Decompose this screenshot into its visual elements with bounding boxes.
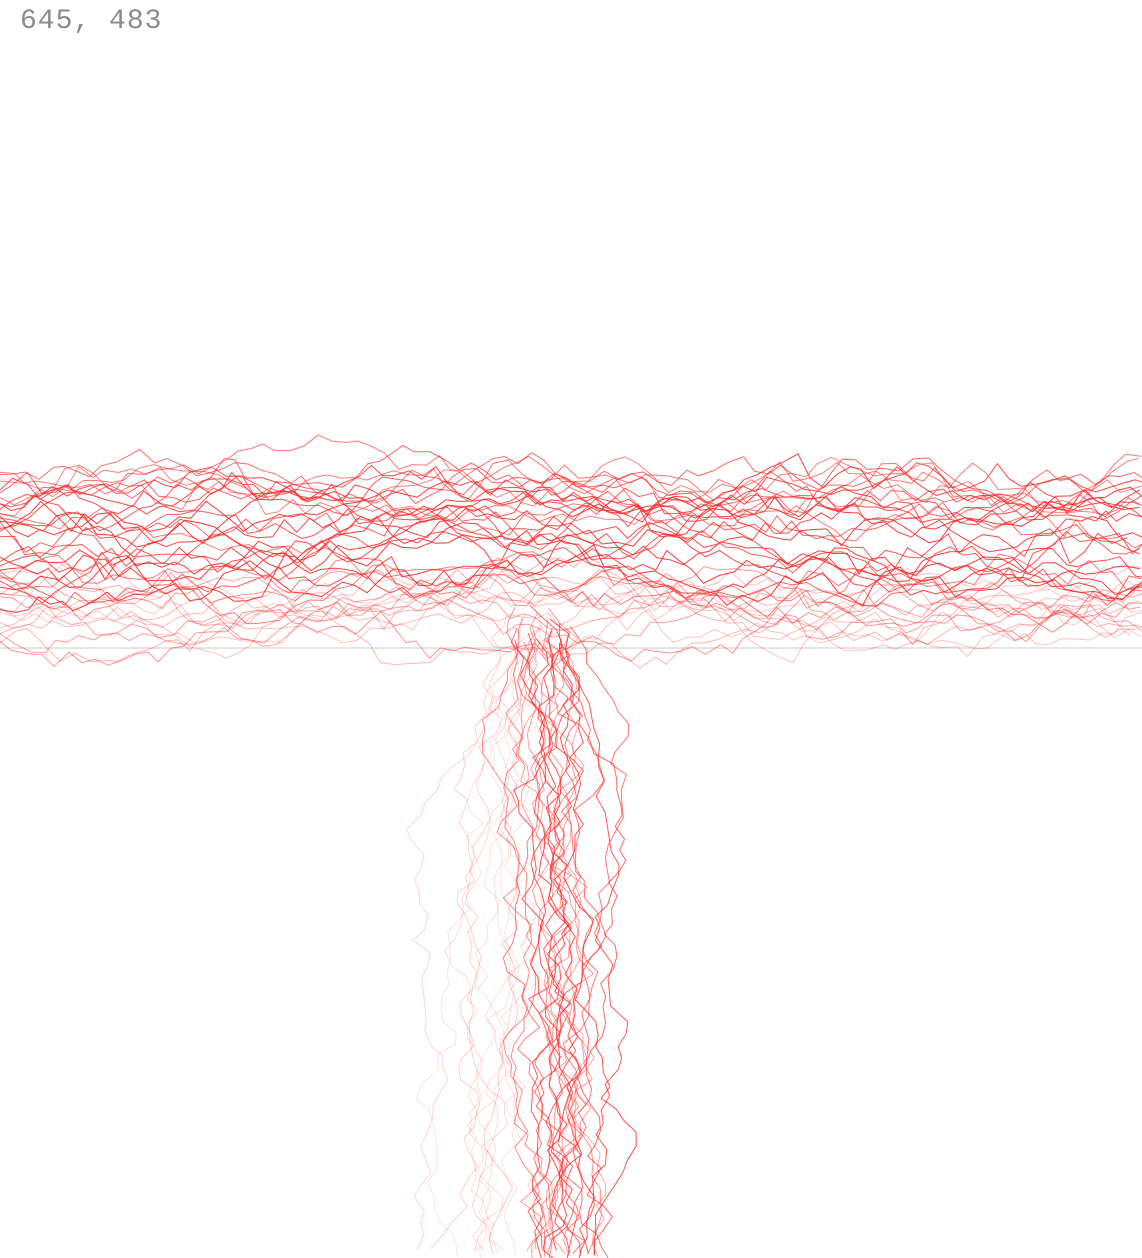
stem-trace	[534, 619, 593, 1249]
band-trace	[0, 576, 1136, 663]
band-trace	[0, 522, 1128, 588]
stem-trace	[514, 639, 583, 1258]
band-trace	[0, 597, 1140, 669]
stem-trace	[499, 614, 557, 1251]
band-trace	[0, 602, 1142, 667]
stem-trace	[529, 608, 602, 1255]
stem-trace	[430, 614, 507, 1249]
stem-trace	[519, 625, 571, 1258]
band-trace	[0, 556, 1142, 631]
band-trace	[0, 553, 1142, 625]
stem-trace	[406, 624, 549, 1250]
band-trace	[0, 546, 1142, 607]
band-trace	[0, 448, 1099, 514]
band-trace	[0, 453, 1140, 533]
band-trace	[0, 456, 1142, 517]
band-trace	[0, 533, 1142, 604]
stem-trace	[453, 623, 542, 1253]
band-trace	[0, 580, 1142, 664]
band-trace	[0, 473, 1142, 532]
stem-trace	[533, 629, 609, 1258]
stem-trace	[513, 639, 562, 1258]
stem-trace	[558, 628, 607, 1258]
vertical-trace-stem	[406, 605, 637, 1258]
band-trace	[0, 466, 1142, 522]
horizontal-trace-band	[0, 434, 1142, 669]
stem-trace	[554, 642, 596, 1258]
band-trace	[0, 544, 1140, 613]
stem-trace	[502, 607, 553, 1258]
stem-trace	[550, 623, 627, 1256]
band-trace	[0, 457, 1139, 510]
band-trace	[0, 475, 1142, 534]
band-trace	[0, 484, 1141, 558]
stem-trace	[415, 632, 554, 1258]
band-trace	[0, 551, 1142, 633]
band-trace	[0, 556, 1142, 627]
band-trace	[0, 569, 1131, 645]
stem-trace	[444, 613, 526, 1252]
stem-trace	[515, 641, 583, 1251]
stem-trace	[547, 628, 599, 1254]
band-trace	[0, 486, 1142, 553]
stem-trace	[566, 626, 630, 1256]
stem-trace	[468, 645, 545, 1254]
stem-trace	[527, 605, 585, 1249]
stem-trace	[484, 630, 526, 1256]
stem-trace	[475, 641, 565, 1251]
band-trace	[0, 564, 1141, 650]
stem-trace	[549, 618, 637, 1255]
band-trace	[0, 522, 1142, 600]
band-trace	[0, 565, 1141, 643]
band-trace	[0, 464, 1140, 536]
band-trace	[0, 444, 1142, 505]
cursor-coordinate-readout: 645, 483	[20, 6, 163, 37]
band-trace	[0, 578, 1142, 660]
band-trace	[0, 588, 1142, 654]
band-trace	[0, 557, 1139, 621]
band-trace	[0, 467, 1142, 523]
band-trace	[0, 490, 1140, 556]
band-trace	[0, 518, 1142, 602]
stem-trace	[530, 639, 582, 1258]
stem-trace	[481, 618, 546, 1257]
band-trace	[0, 510, 1142, 583]
stem-trace	[517, 613, 572, 1257]
stem-trace	[467, 626, 541, 1258]
band-trace	[0, 434, 1142, 527]
stem-trace	[519, 632, 574, 1253]
stem-trace	[483, 631, 559, 1255]
stem-trace	[558, 643, 629, 1254]
band-trace	[0, 567, 1142, 623]
